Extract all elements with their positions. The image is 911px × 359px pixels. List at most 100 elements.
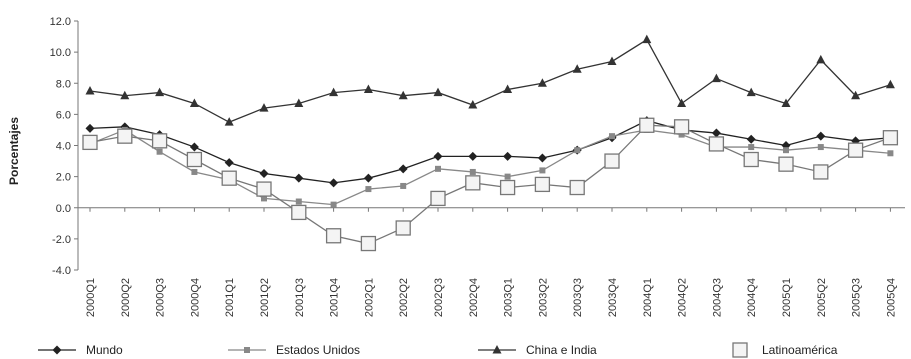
data-point <box>433 87 443 97</box>
data-point <box>186 151 203 168</box>
data-point <box>539 167 546 174</box>
x-tick-label: 2001Q1 <box>224 278 236 317</box>
data-point <box>224 117 234 126</box>
series-layer <box>82 34 899 252</box>
legend-label: Estados Unidos <box>276 343 360 357</box>
x-tick-label: 2005Q2 <box>816 278 828 317</box>
legend-item: Estados Unidos <box>228 343 360 357</box>
legend-marker <box>732 342 748 358</box>
data-point <box>813 164 829 180</box>
y-tick-label: 4.0 <box>56 141 71 153</box>
data-point <box>221 170 237 186</box>
data-point <box>851 90 861 100</box>
data-point <box>189 98 199 107</box>
data-point <box>743 151 759 168</box>
x-tick-label: 2001Q4 <box>329 278 341 317</box>
data-point <box>778 156 794 172</box>
data-point <box>360 235 377 252</box>
x-tick-label: 2000Q3 <box>155 278 167 317</box>
data-point <box>261 195 267 202</box>
series-china-e-india <box>85 34 895 126</box>
data-point <box>816 54 826 64</box>
x-axis: 2000Q1 2000Q2 2000Q3 2000Q4 2001Q1 2001Q2 2001… <box>78 207 905 317</box>
data-point <box>882 130 899 146</box>
data-point <box>365 186 372 193</box>
x-tick-label: 2000Q1 <box>85 278 97 317</box>
data-point <box>465 175 481 191</box>
legend-label: China e India <box>526 343 597 357</box>
data-point <box>816 131 826 141</box>
data-point <box>259 169 269 179</box>
x-tick-label: 2004Q1 <box>642 278 654 317</box>
data-point <box>783 147 789 154</box>
data-point <box>395 220 411 236</box>
data-point <box>677 98 687 107</box>
x-tick-label: 2005Q3 <box>851 278 863 317</box>
legend-marker <box>244 347 250 353</box>
x-tick-label: 2002Q1 <box>363 278 375 317</box>
x-tick-label: 2001Q3 <box>294 278 306 317</box>
y-axis-label: Porcentajes <box>7 117 21 185</box>
y-tick-label: -2.0 <box>52 234 71 246</box>
legend-item: Mundo <box>38 343 123 357</box>
data-point <box>224 158 234 168</box>
data-point <box>504 173 511 180</box>
data-point <box>329 87 339 97</box>
legend-label: Latinoamérica <box>762 343 838 357</box>
y-tick-label: 12.0 <box>50 16 71 28</box>
x-tick-label: 2005Q4 <box>885 278 897 317</box>
data-point <box>817 144 824 151</box>
data-point <box>363 173 373 183</box>
data-point <box>537 153 547 163</box>
data-point <box>117 128 133 144</box>
data-point <box>82 134 98 151</box>
data-point <box>503 151 513 161</box>
data-point <box>325 228 342 244</box>
data-point <box>609 133 615 140</box>
y-tick-label: 0.0 <box>56 203 71 215</box>
data-point <box>189 142 199 152</box>
x-tick-label: 2005Q1 <box>781 278 793 317</box>
x-tick-label: 2002Q3 <box>433 278 445 317</box>
data-point <box>537 78 547 87</box>
data-point <box>329 178 339 188</box>
data-point <box>430 190 446 207</box>
y-axis: 12.0 10.0 8.0 6.0 4.0 2.0 0.0 -2.0 -4.0 <box>50 16 79 277</box>
data-point <box>569 179 585 196</box>
data-point <box>400 182 407 189</box>
x-tick-label: 2003Q2 <box>537 278 549 317</box>
x-tick-label: 2003Q1 <box>503 278 515 317</box>
data-point <box>330 201 337 208</box>
x-tick-label: 2001Q2 <box>259 278 271 317</box>
data-point <box>363 84 373 93</box>
legend-marker <box>52 345 62 355</box>
data-point <box>156 148 163 155</box>
data-point <box>748 144 755 151</box>
legend-label: Mundo <box>86 343 123 357</box>
data-point <box>469 168 476 175</box>
data-point <box>398 164 408 174</box>
data-point <box>294 98 304 107</box>
data-point <box>398 90 408 100</box>
x-tick-label: 2000Q4 <box>189 278 201 317</box>
data-point <box>435 165 441 172</box>
data-point <box>256 181 272 197</box>
data-point <box>155 87 165 97</box>
data-point <box>572 64 582 73</box>
data-point <box>746 134 756 144</box>
data-point <box>673 119 690 135</box>
data-point <box>711 128 721 138</box>
x-tick-label: 2004Q4 <box>746 278 758 317</box>
x-tick-label: 2004Q2 <box>677 278 689 317</box>
data-point <box>604 153 620 169</box>
data-point <box>574 147 581 154</box>
legend-item: Latinoamérica <box>732 342 838 358</box>
data-point <box>503 84 513 93</box>
x-tick-label: 2003Q4 <box>607 278 619 317</box>
series-line <box>89 38 891 123</box>
y-tick-label: 10.0 <box>50 47 71 59</box>
data-point <box>85 123 95 133</box>
data-point <box>468 100 478 109</box>
y-tick-label: 2.0 <box>56 172 71 184</box>
series-line <box>89 119 891 184</box>
